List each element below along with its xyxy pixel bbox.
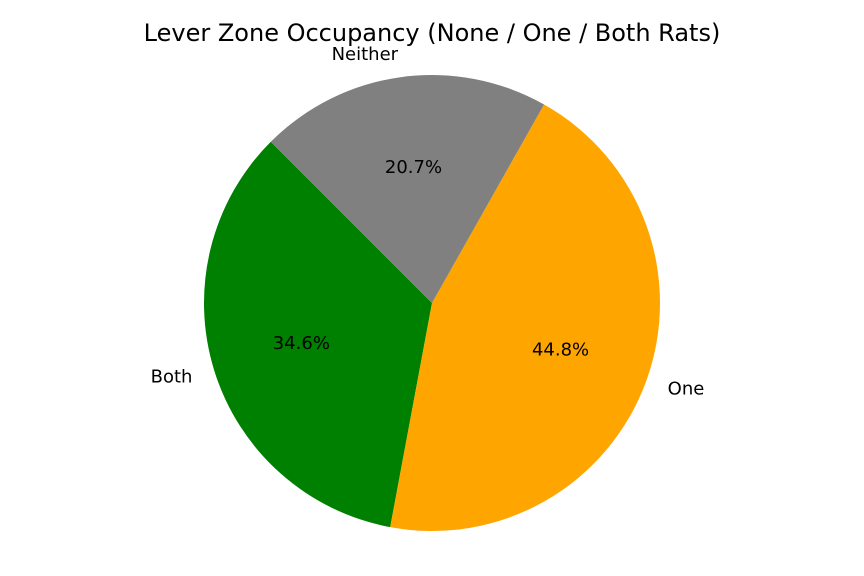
percent-label-both: 34.6% <box>273 333 330 354</box>
pie-slice-one <box>390 104 660 531</box>
slice-label-one: One <box>668 378 705 399</box>
percent-label-neither: 20.7% <box>385 157 442 178</box>
slice-label-both: Both <box>151 367 193 388</box>
pie-labels: Both 34.6% One 44.8% Neither 20.7% <box>151 44 705 399</box>
percent-label-one: 44.8% <box>532 339 589 360</box>
slice-label-neither: Neither <box>332 44 399 65</box>
chart-title: Lever Zone Occupancy (None / One / Both … <box>144 19 721 47</box>
pie-slices <box>203 75 660 531</box>
pie-slice-neither <box>270 75 545 304</box>
pie-slice-both <box>203 141 432 528</box>
